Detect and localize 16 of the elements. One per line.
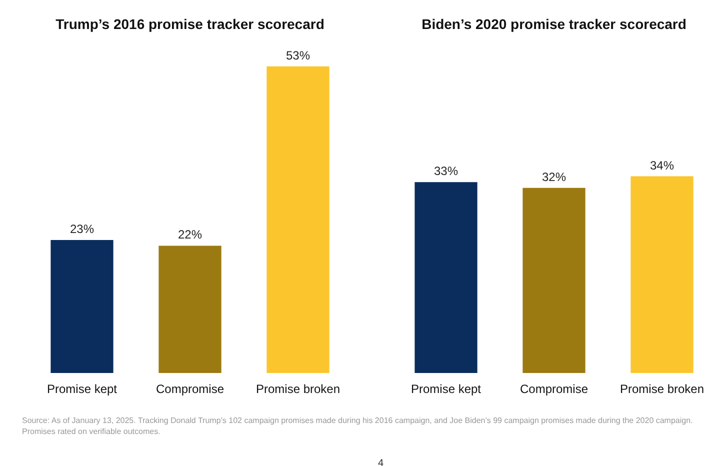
x-tick-label: Compromise	[519, 382, 588, 396]
x-tick-label: Promise broken	[619, 382, 704, 396]
source-note: Source: As of January 13, 2025. Tracking Donald Trump’s 102 campaign promises made during his 2016 campaign, and Joe Biden’s 99 campaign promises made during the 2020 campaign. Promises rated on verifiable outcomes.	[22, 415, 694, 437]
text: 4	[378, 458, 384, 466]
data-label: 34%	[649, 158, 674, 172]
data-label: 33%	[433, 164, 458, 178]
chart-title: Biden’s 2020 promise tracker scorecard	[421, 16, 686, 32]
data-label: 23%	[70, 222, 94, 236]
x-tick-label: Promise kept	[46, 382, 118, 396]
data-label: 22%	[178, 228, 202, 242]
data-label: 53%	[286, 48, 310, 62]
chart-title: Trump’s 2016 promise tracker scorecard	[56, 16, 324, 32]
x-tick-label: Compromise	[156, 382, 224, 396]
x-tick-label: Promise kept	[410, 382, 482, 396]
x-tick-label: Promise broken	[256, 382, 340, 396]
data-label: 32%	[541, 170, 566, 184]
